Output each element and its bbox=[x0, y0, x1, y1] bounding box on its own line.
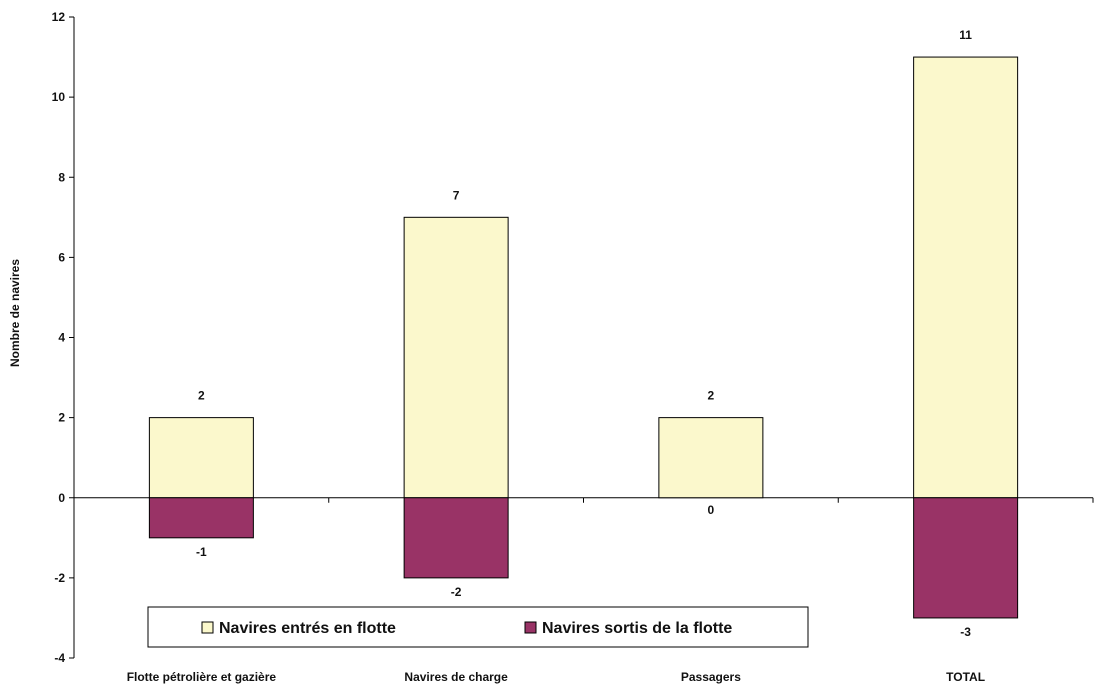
bar-exited bbox=[913, 497, 1019, 619]
x-category-label: Passagers bbox=[681, 670, 741, 684]
data-label-entered: 11 bbox=[959, 28, 972, 42]
y-tick-label: 12 bbox=[52, 10, 66, 24]
data-label-exited: 0 bbox=[708, 503, 715, 517]
data-label-exited: -3 bbox=[960, 625, 971, 639]
x-category-label: Navires de charge bbox=[404, 670, 508, 684]
x-category-label: TOTAL bbox=[946, 670, 985, 684]
x-category-label: Flotte pétrolière et gazière bbox=[127, 670, 277, 684]
data-label-entered: 7 bbox=[453, 188, 460, 202]
bar-exited bbox=[148, 497, 254, 539]
data-label-entered: 2 bbox=[708, 389, 715, 403]
y-axis-title: Nombre de navires bbox=[8, 259, 22, 367]
legend-label-entered: Navires entrés en flotte bbox=[219, 620, 396, 637]
bar-entered bbox=[148, 417, 254, 499]
y-tick-label: 8 bbox=[58, 170, 65, 184]
y-tick-label: 6 bbox=[58, 250, 65, 264]
legend-label-exited: Navires sortis de la flotte bbox=[542, 620, 732, 637]
y-tick-label: -4 bbox=[54, 651, 65, 665]
bars-layer bbox=[148, 56, 1019, 619]
legend-swatch-entered bbox=[201, 621, 214, 634]
bar-entered bbox=[913, 56, 1019, 499]
labels-layer: Flotte pétrolière et gazière Navires de c… bbox=[127, 28, 985, 684]
bar-entered bbox=[403, 216, 509, 499]
data-label-entered: 2 bbox=[198, 389, 205, 403]
bar-exited bbox=[403, 497, 509, 579]
y-tick-label: 10 bbox=[52, 90, 66, 104]
y-tick-label: -2 bbox=[54, 571, 65, 585]
y-tick-label: 4 bbox=[58, 331, 65, 345]
legend-box bbox=[147, 606, 809, 648]
bar-entered bbox=[658, 417, 764, 499]
data-label-exited: -2 bbox=[451, 585, 462, 599]
legend-swatch-exited bbox=[524, 621, 537, 634]
y-tick-label: 0 bbox=[58, 491, 65, 505]
legend: Navires entrés en flotte Navires sortis … bbox=[147, 606, 809, 648]
y-tick-label: 2 bbox=[58, 411, 65, 425]
data-label-exited: -1 bbox=[196, 545, 207, 559]
